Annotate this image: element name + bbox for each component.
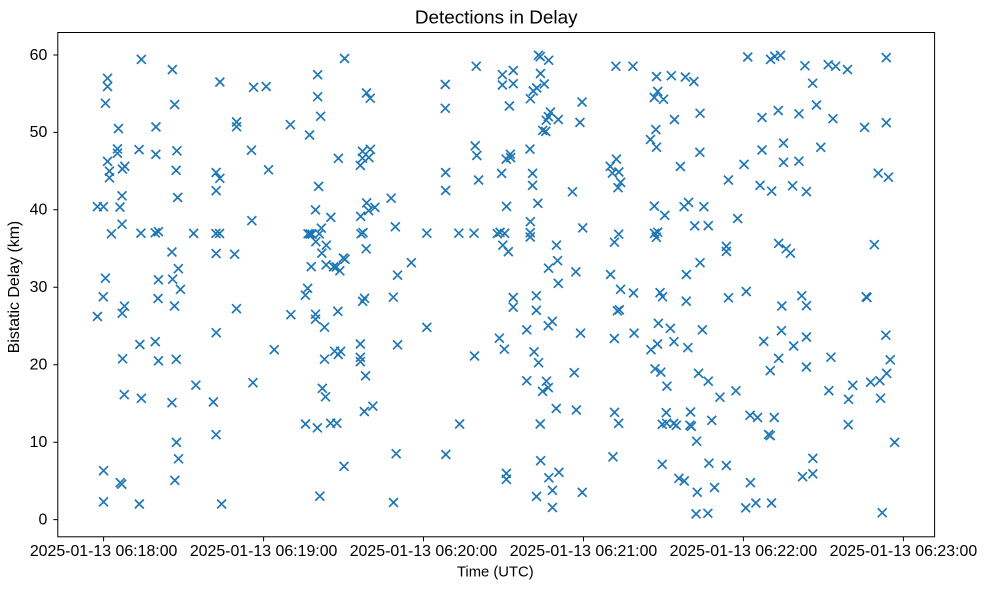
svg-text:2025-01-13 06:23:00: 2025-01-13 06:23:00 — [830, 543, 978, 560]
svg-text:Time (UTC): Time (UTC) — [457, 565, 534, 581]
svg-text:Bistatic Delay (km): Bistatic Delay (km) — [6, 221, 23, 353]
svg-text:10: 10 — [30, 434, 48, 451]
svg-text:20: 20 — [30, 357, 48, 374]
svg-text:40: 40 — [30, 202, 48, 219]
svg-text:Detections in Delay: Detections in Delay — [415, 8, 578, 29]
svg-text:2025-01-13 06:18:00: 2025-01-13 06:18:00 — [30, 543, 178, 560]
svg-text:0: 0 — [38, 511, 47, 528]
svg-text:30: 30 — [30, 279, 48, 296]
svg-text:2025-01-13 06:22:00: 2025-01-13 06:22:00 — [670, 543, 818, 560]
svg-text:50: 50 — [30, 124, 48, 141]
svg-text:2025-01-13 06:21:00: 2025-01-13 06:21:00 — [510, 543, 658, 560]
svg-text:60: 60 — [30, 47, 48, 64]
svg-text:2025-01-13 06:20:00: 2025-01-13 06:20:00 — [350, 543, 498, 560]
svg-text:2025-01-13 06:19:00: 2025-01-13 06:19:00 — [190, 543, 338, 560]
